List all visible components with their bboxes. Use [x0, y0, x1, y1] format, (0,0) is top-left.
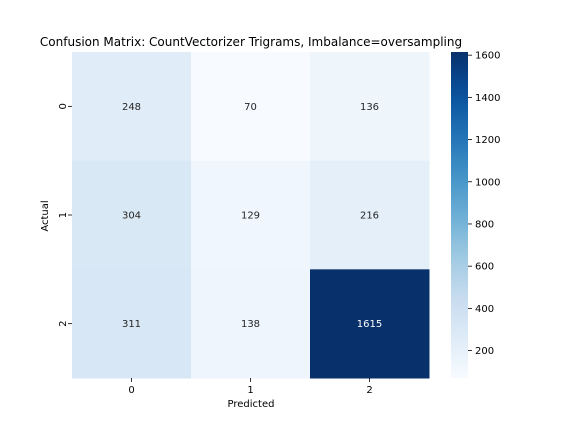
heatmap-cell-labels: 248 70 136 304 129 216 311 138 1615: [122, 102, 382, 330]
heatmap-cell: [72, 269, 192, 379]
colorbar-tick-label: 600: [475, 262, 494, 273]
cell-value-label: 70: [244, 102, 257, 113]
x-tick-label: 2: [366, 385, 372, 396]
cell-value-label: 136: [360, 102, 379, 113]
x-axis-ticks: 0 1 2: [128, 378, 373, 396]
cell-value-label: 1615: [357, 319, 382, 330]
heatmap-cell: [310, 52, 430, 162]
cell-value-label: 304: [122, 211, 141, 222]
colorbar-ticks: 200 400 600 800 1000 1200 1400 1600: [468, 51, 500, 357]
colorbar-tick-label: 400: [475, 304, 494, 315]
chart-title: Confusion Matrix: CountVectorizer Trigra…: [40, 35, 462, 49]
colorbar-tick-label: 800: [475, 219, 494, 230]
x-tick-label: 1: [247, 385, 253, 396]
heatmap-cell: [72, 160, 192, 270]
y-tick-label: 1: [58, 212, 69, 218]
cell-value-label: 138: [241, 319, 260, 330]
heatmap-cell: [72, 52, 192, 162]
colorbar-tick-label: 1200: [475, 135, 500, 146]
heatmap-cell: [310, 160, 430, 270]
heatmap-cell: [191, 269, 311, 379]
heatmap-cell: [191, 52, 311, 162]
colorbar-tick-label: 1000: [475, 177, 500, 188]
colorbar-tick-label: 1400: [475, 93, 500, 104]
colorbar-tick-label: 200: [475, 346, 494, 357]
cell-value-label: 248: [122, 102, 141, 113]
heatmap-cell: [191, 160, 311, 270]
heatmap-cell: [310, 269, 430, 379]
colorbar-tick-label: 1600: [475, 51, 500, 62]
cell-value-label: 129: [241, 211, 260, 222]
colorbar: [451, 52, 468, 378]
y-tick-label: 0: [58, 103, 69, 109]
y-axis-ticks: 0 1 2: [58, 103, 72, 327]
cell-value-label: 216: [360, 211, 379, 222]
x-tick-label: 0: [128, 385, 134, 396]
y-tick-label: 2: [58, 320, 69, 326]
heatmap-cells: [72, 52, 430, 379]
cell-value-label: 311: [122, 319, 141, 330]
x-axis-label: Predicted: [228, 399, 275, 410]
y-axis-label: Actual: [40, 200, 51, 231]
